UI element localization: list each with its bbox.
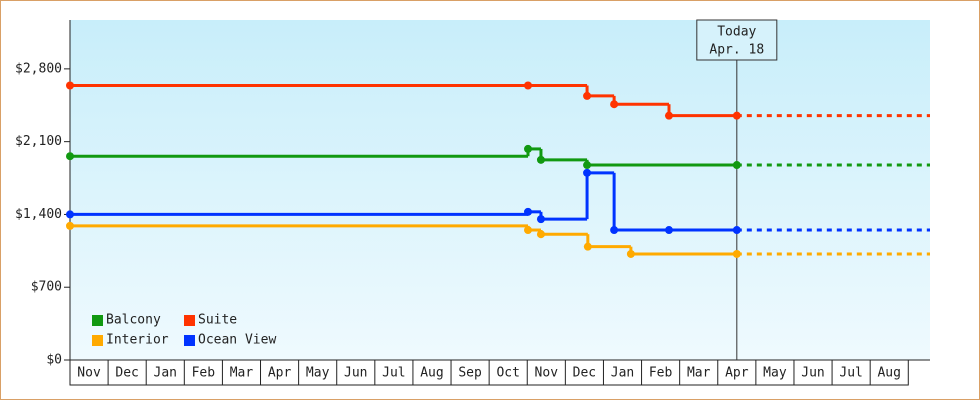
point (66, 152, 74, 161)
point (66, 81, 74, 90)
x-tick-label: Jan (154, 366, 177, 381)
point (524, 226, 533, 235)
point (66, 210, 74, 219)
point (583, 242, 592, 251)
point (66, 221, 74, 230)
point (536, 155, 545, 164)
x-tick-label: Jun (344, 366, 367, 381)
point (732, 161, 741, 170)
x-tick-label: Sep (458, 366, 482, 381)
plot-area (70, 20, 930, 360)
legend-label: Ocean View (198, 333, 276, 348)
point (524, 207, 533, 216)
x-tick-label: Mar (687, 366, 711, 381)
legend-swatch (184, 315, 195, 326)
point (583, 91, 592, 100)
point (626, 249, 635, 258)
x-tick-label: Aug (420, 366, 443, 381)
y-tick-label: $700 (31, 280, 62, 295)
today-label: Today (717, 25, 756, 40)
x-tick-label: Feb (649, 366, 673, 381)
y-tick-label: $2,800 (15, 61, 62, 76)
legend-swatch (92, 315, 103, 326)
x-tick-label: May (306, 366, 330, 381)
y-tick-label: $1,400 (15, 207, 62, 222)
series (66, 81, 930, 120)
x-tick-label: Dec (573, 366, 596, 381)
point (732, 226, 741, 235)
x-tick-label: Jun (801, 366, 824, 381)
today-label: Apr. 18 (709, 43, 764, 58)
y-tick-label: $2,100 (15, 134, 62, 149)
point (664, 111, 673, 120)
point (536, 215, 545, 224)
series (66, 221, 930, 258)
x-tick-label: Jul (839, 366, 862, 381)
point (583, 161, 592, 170)
y-tick-label: $0 (46, 353, 62, 368)
x-tick-label: Jul (382, 366, 405, 381)
point (732, 249, 741, 258)
x-tick-label: Jan (611, 366, 634, 381)
point (524, 81, 533, 90)
x-tick-label: Aug (877, 366, 900, 381)
x-tick-label: Oct (496, 366, 519, 381)
point (732, 111, 741, 120)
legend-label: Suite (198, 313, 237, 328)
x-tick-label: Apr (725, 366, 749, 381)
legend-swatch (92, 335, 103, 346)
point (536, 230, 545, 239)
legend-swatch (184, 335, 195, 346)
x-tick-label: Nov (535, 366, 559, 381)
today-box (696, 19, 778, 61)
series (66, 168, 930, 235)
point (610, 100, 619, 109)
legend-label: Balcony (106, 313, 161, 328)
x-tick-label: Mar (230, 366, 254, 381)
x-tick-label: Nov (77, 366, 101, 381)
point (583, 168, 592, 177)
point (524, 144, 533, 153)
legend-label: Interior (106, 333, 169, 348)
x-tick-label: Dec (115, 366, 138, 381)
x-tick-label: May (763, 366, 787, 381)
series (66, 144, 930, 170)
point (664, 226, 673, 235)
x-tick-label: Apr (268, 366, 292, 381)
x-tick-label: Feb (192, 366, 216, 381)
point (610, 226, 619, 235)
